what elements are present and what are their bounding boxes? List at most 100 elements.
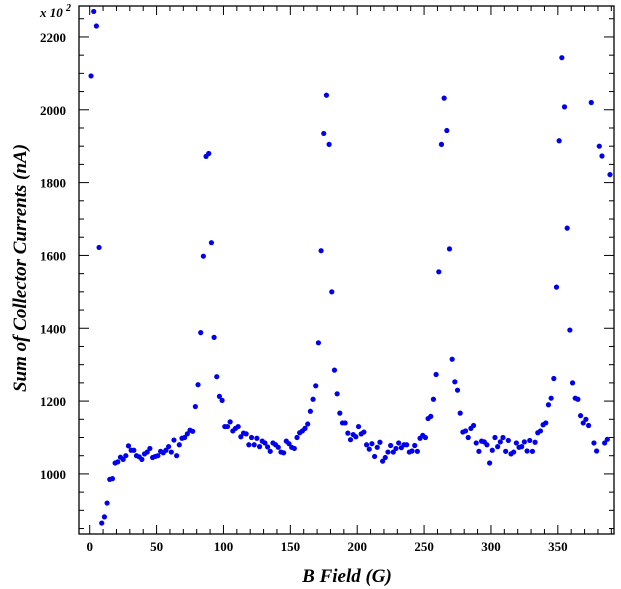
data-point [470, 422, 477, 429]
data-point [497, 439, 503, 445]
data-point [553, 284, 560, 290]
data-point [602, 440, 608, 446]
data-point [577, 413, 584, 419]
data-point [422, 434, 429, 441]
data-point [436, 269, 442, 275]
data-point [559, 55, 565, 61]
data-point [331, 367, 338, 373]
data-point [286, 441, 292, 447]
x-axis-ticks: 0 50 100 150 200 250 300 350 [86, 6, 612, 554]
data-point [144, 449, 150, 455]
data-point [214, 374, 220, 380]
data-point [163, 447, 169, 453]
data-point [123, 453, 129, 459]
data-point [591, 440, 597, 446]
data-point [585, 422, 592, 429]
data-point [211, 334, 217, 340]
data-point [251, 442, 257, 448]
data-point [382, 454, 388, 461]
data-point [583, 416, 589, 422]
data-point [366, 446, 372, 452]
data-point [291, 445, 297, 452]
x-tick-label: 50 [150, 539, 163, 554]
data-point [305, 421, 311, 427]
data-point [235, 423, 241, 430]
data-point [452, 379, 458, 385]
x-tick-label: 200 [347, 539, 367, 554]
data-point [93, 23, 99, 29]
y-tick-label: 1800 [40, 176, 66, 191]
data-point [355, 423, 362, 430]
data-point [513, 440, 519, 446]
data-point [171, 437, 177, 443]
data-point [519, 444, 525, 450]
data-point [243, 431, 249, 437]
data-point [588, 99, 594, 106]
data-point [120, 456, 126, 462]
x-tick-label: 150 [281, 539, 301, 554]
data-point [551, 375, 557, 382]
data-point [206, 150, 212, 157]
data-point [155, 453, 161, 459]
y-tick-label: 2200 [40, 30, 66, 45]
y-tick-label: 1000 [40, 467, 66, 482]
data-point [462, 428, 469, 434]
data-point [99, 520, 105, 526]
data-point [537, 428, 544, 434]
data-point [109, 476, 116, 482]
data-point [548, 395, 554, 401]
data-point [104, 500, 110, 506]
data-point [396, 440, 402, 446]
data-point [404, 442, 410, 448]
data-point [529, 448, 536, 454]
data-point [561, 104, 568, 110]
data-point [369, 441, 375, 447]
data-point [500, 434, 506, 441]
x-tick-label: 300 [481, 539, 501, 554]
x-axis-title: B Field (G) [301, 566, 392, 587]
data-point [208, 240, 215, 246]
data-point [430, 396, 437, 402]
plot-border [78, 5, 615, 535]
data-point [441, 95, 447, 101]
data-point [465, 434, 471, 441]
data-point [449, 356, 455, 362]
data-point [388, 442, 394, 449]
data-point [505, 437, 511, 444]
data-point [524, 448, 530, 454]
x-tick-label: 0 [86, 539, 93, 554]
data-point [476, 448, 482, 454]
data-point [433, 371, 439, 378]
data-point [444, 127, 450, 134]
y-axis-multiplier: x 10 2 [39, 3, 71, 20]
data-point [96, 244, 102, 251]
data-point [393, 445, 399, 452]
data-point [353, 434, 359, 440]
x-tick-label: 250 [414, 539, 434, 554]
x-tick-label: 350 [548, 539, 568, 554]
data-point [412, 442, 418, 449]
data-point [337, 410, 343, 416]
data-point [556, 138, 562, 144]
data-point [575, 396, 581, 402]
data-point [198, 330, 204, 336]
data-point [256, 444, 263, 450]
data-point [454, 387, 461, 393]
data-point [88, 73, 94, 79]
y-tick-label: 1400 [40, 321, 66, 336]
data-point [569, 380, 576, 386]
data-point [345, 430, 351, 436]
data-point [264, 444, 271, 450]
data-point [457, 410, 463, 416]
data-point [190, 428, 196, 434]
data-point [567, 327, 573, 333]
data-point [168, 449, 174, 455]
data-point [184, 431, 190, 437]
x-tick-label: 100 [214, 539, 234, 554]
data-point [329, 289, 335, 295]
data-point [192, 403, 198, 410]
data-point [492, 434, 498, 441]
data-point [313, 383, 319, 389]
y-axis-ticks: 1000 1200 1400 1600 1800 2000 2200 [40, 18, 614, 530]
data-point [377, 439, 383, 445]
